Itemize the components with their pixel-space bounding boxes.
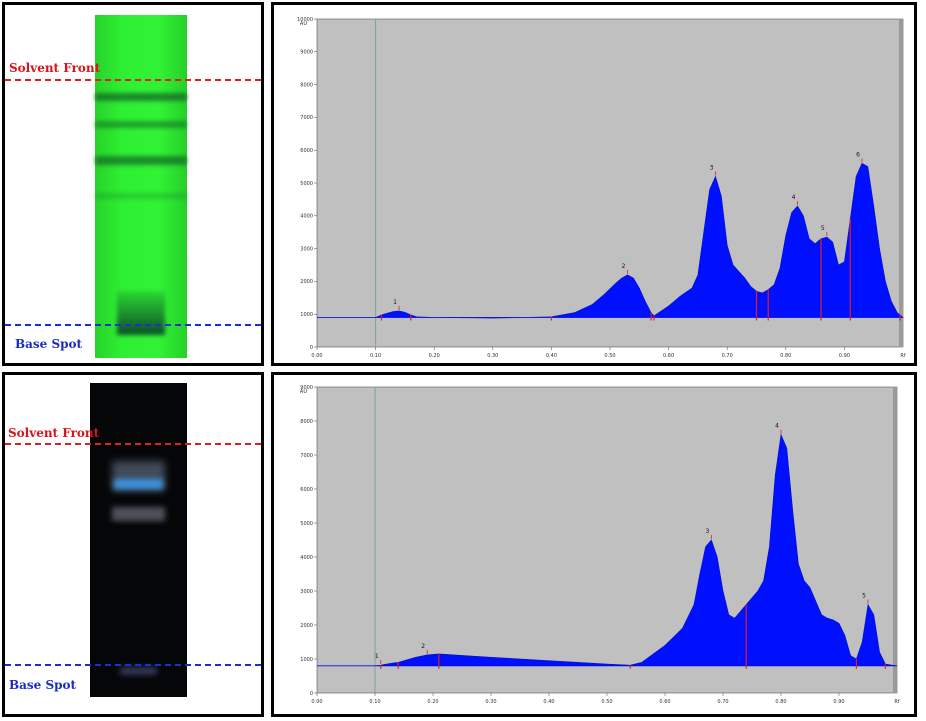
x-tick-label: 0.60: [659, 699, 670, 705]
y-tick-label: 5000: [300, 521, 313, 527]
y-tick-label: 5000: [300, 181, 313, 187]
y-tick-label: 7000: [300, 453, 313, 459]
base-spot: [117, 291, 165, 335]
y-tick-label: 9000: [300, 50, 313, 56]
plate-band: [95, 93, 187, 101]
solvent-front-line: [5, 443, 261, 445]
plate-band: [112, 507, 165, 521]
solvent-front-label: Solvent Front: [9, 61, 101, 75]
tlc-plate-panel-bottom: Solvent Front Base Spot: [2, 372, 264, 717]
peak-label: 2: [421, 643, 425, 650]
chromatogram-panel-top: 10000 9000 8000 7000 6000 5000 4000 3000 2000 100…: [271, 2, 917, 366]
x-tick-label: 0.00: [311, 353, 322, 359]
y-unit-label: AU: [300, 389, 307, 395]
x-tick-label: 0.60: [663, 353, 674, 359]
x-tick-label: 0.20: [429, 353, 440, 359]
x-unit-label: Rf: [894, 699, 899, 705]
tlc-plate-uv: [90, 383, 187, 697]
x-tick-label: 0.10: [370, 353, 381, 359]
peak-label: 1: [393, 299, 397, 306]
chromatogram-area: [317, 162, 904, 319]
solvent-front-label: Solvent Front: [8, 426, 100, 440]
plate-band: [114, 479, 163, 489]
y-tick-label: 6000: [300, 148, 313, 154]
peak-label: 5: [821, 225, 825, 232]
solvent-front-line: [5, 79, 261, 81]
base-spot-label: Base Spot: [15, 337, 83, 351]
end-marker-bar: [893, 387, 897, 693]
base-spot: [120, 667, 157, 675]
y-tick-label: 0: [310, 345, 313, 351]
y-tick-label: 7000: [300, 115, 313, 121]
x-tick-label: 0.20: [427, 699, 438, 705]
y-tick-label: 1000: [300, 657, 313, 663]
base-spot-line: [5, 664, 261, 666]
y-tick-label: 1000: [300, 312, 313, 318]
plate-band: [95, 193, 187, 199]
tlc-plate-panel-top: Solvent Front Base Spot: [2, 2, 264, 366]
peak-label: 3: [710, 164, 714, 171]
x-tick-label: 0.90: [839, 353, 850, 359]
chromatogram-top: 1000090008000700060005000400030002000100…: [297, 17, 906, 359]
y-tick-label: 3000: [300, 589, 313, 595]
y-tick-label: 0: [310, 691, 313, 697]
x-tick-label: 0.70: [722, 353, 733, 359]
x-tick-label: 0.30: [487, 353, 498, 359]
peak-label: 1: [375, 653, 379, 660]
peak-label: 3: [705, 528, 709, 535]
peak-label: 6: [856, 151, 860, 158]
x-tick-label: 0.50: [601, 699, 612, 705]
chromatogram-area: [317, 433, 898, 667]
y-tick-label: 9000: [300, 385, 313, 391]
y-unit-label: AU: [300, 21, 307, 27]
x-tick-label: 0.50: [604, 353, 615, 359]
x-tick-label: 0.00: [311, 699, 322, 705]
x-tick-label: 0.80: [780, 353, 791, 359]
peak-label: 2: [622, 263, 626, 270]
plate-band: [95, 121, 187, 128]
x-tick-label: 0.30: [485, 699, 496, 705]
y-tick-label: 8000: [300, 419, 313, 425]
y-tick-label: 6000: [300, 487, 313, 493]
x-unit-label: Rf: [900, 353, 905, 359]
plate-band: [95, 156, 187, 165]
y-tick-label: 2000: [300, 623, 313, 629]
x-tick-label: 0.40: [543, 699, 554, 705]
y-tick-label: 8000: [300, 82, 313, 88]
y-tick-label: 4000: [300, 214, 313, 220]
base-spot-line: [5, 324, 261, 326]
y-tick-label: 4000: [300, 555, 313, 561]
x-tick-label: 0.70: [717, 699, 728, 705]
chromatogram-bottom: 9000 8000 7000 6000 5000 4000 3000 2000 1000 0 AU 0…: [300, 385, 900, 705]
x-tick-label: 0.10: [369, 699, 380, 705]
chromatogram-panel-bottom: 9000 8000 7000 6000 5000 4000 3000 2000 1000 0 AU 0…: [271, 372, 917, 717]
x-tick-label: 0.90: [833, 699, 844, 705]
y-tick-label: 2000: [300, 279, 313, 285]
peak-label: 4: [775, 423, 779, 430]
x-tick-label: 0.40: [546, 353, 557, 359]
x-tick-label: 0.80: [775, 699, 786, 705]
y-tick-label: 10000: [297, 17, 313, 23]
peak-label: 4: [792, 194, 796, 201]
end-marker-bar: [899, 19, 903, 347]
base-spot-label: Base Spot: [9, 678, 77, 692]
tlc-plate-green: [95, 15, 187, 358]
y-tick-label: 3000: [300, 246, 313, 252]
peak-label: 5: [862, 593, 866, 600]
